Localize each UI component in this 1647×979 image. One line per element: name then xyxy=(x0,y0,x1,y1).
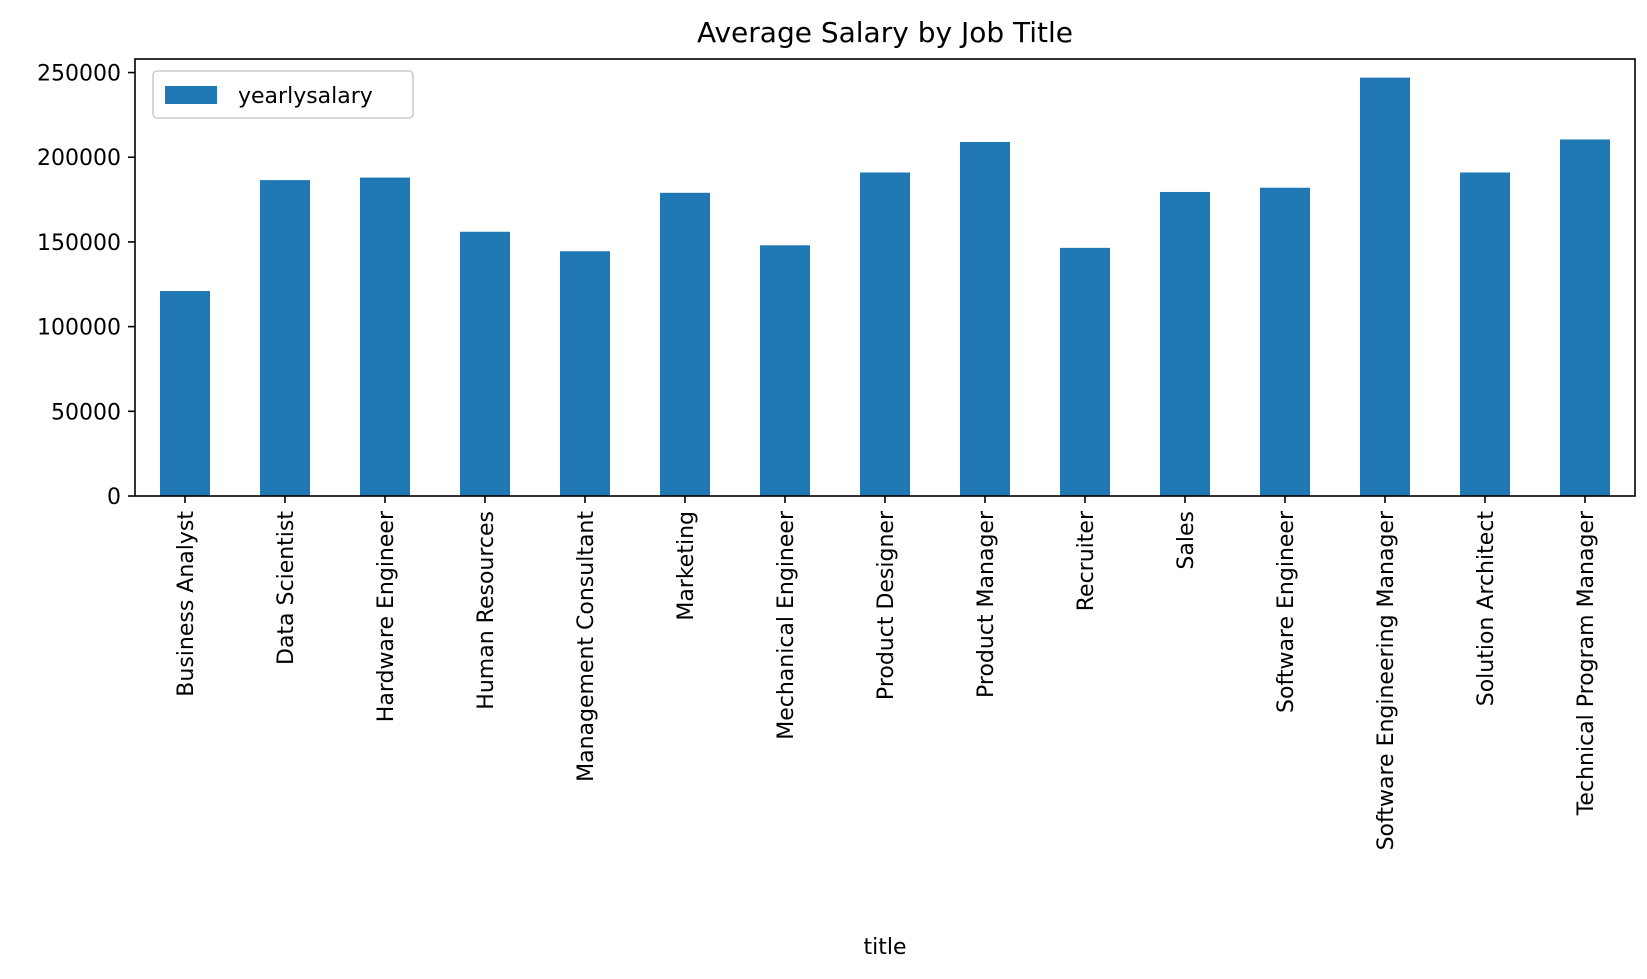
x-axis-label: title xyxy=(863,935,906,960)
bars-group xyxy=(160,77,1610,497)
x-tick-label: Human Resources xyxy=(474,511,499,710)
y-tick-label: 150000 xyxy=(37,231,121,256)
x-tick-label: Mechanical Engineer xyxy=(774,510,799,740)
y-tick-label: 250000 xyxy=(37,62,121,87)
bar xyxy=(160,291,210,496)
chart-title: Average Salary by Job Title xyxy=(697,16,1073,49)
x-tick-label: Technical Program Manager xyxy=(1574,510,1599,816)
x-tick-label: Recruiter xyxy=(1074,510,1099,611)
x-tick-label: Management Consultant xyxy=(574,511,599,782)
y-tick-label: 200000 xyxy=(37,146,121,171)
y-tick-label: 0 xyxy=(107,485,121,510)
legend-label: yearlysalary xyxy=(238,84,373,109)
bar xyxy=(860,172,910,497)
x-tick-label: Product Designer xyxy=(874,510,899,700)
x-tick-label: Software Engineer xyxy=(1274,510,1299,713)
bar xyxy=(360,177,410,496)
x-tick-label: Sales xyxy=(1174,511,1199,570)
bar xyxy=(560,251,610,496)
bar xyxy=(260,180,310,497)
legend-swatch xyxy=(165,86,217,104)
legend-box xyxy=(152,70,414,119)
plot-frame xyxy=(134,58,1636,497)
bar xyxy=(660,192,710,496)
x-tick-label: Hardware Engineer xyxy=(374,510,399,722)
bar xyxy=(1260,187,1310,497)
bar xyxy=(1360,77,1410,496)
bar xyxy=(960,142,1010,496)
y-tick-label: 100000 xyxy=(37,316,121,341)
bar xyxy=(460,231,510,496)
x-tick-label: Business Analyst xyxy=(174,511,199,697)
x-tick-label: Product Manager xyxy=(974,510,999,698)
x-axis-ticks: Business Analyst Data Scientist Hardware E… xyxy=(174,496,1599,850)
bar xyxy=(1160,191,1210,496)
bar xyxy=(1060,247,1110,496)
y-tick-label: 50000 xyxy=(51,400,121,425)
x-tick-label: Solution Architect xyxy=(1474,511,1499,707)
x-tick-label: Marketing xyxy=(674,511,699,621)
y-axis-ticks: 0 50000 100000 150000 200000 250000 xyxy=(37,62,135,510)
x-tick-label: Data Scientist xyxy=(274,511,299,665)
bar xyxy=(1460,172,1510,497)
legend: yearlysalary xyxy=(152,70,414,119)
x-tick-label: Software Engineering Manager xyxy=(1374,510,1399,850)
bar xyxy=(1560,139,1610,496)
bar xyxy=(760,245,810,496)
